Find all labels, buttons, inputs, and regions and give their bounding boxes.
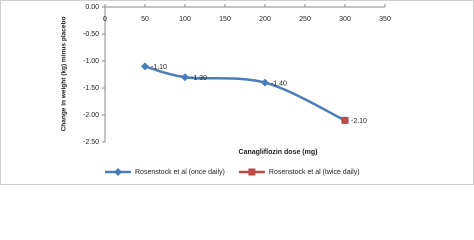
y-tick-label: -1.50 [83,85,99,92]
legend-marker [248,168,256,176]
point [261,78,269,87]
y-tick-label: 0.00 [85,4,99,11]
y-axis-title: Change in weight (kg) minus placebo [61,17,68,132]
y-tick-label: -0.50 [83,31,99,38]
data-label: -1.30 [191,75,207,82]
data-label: -1.40 [271,80,287,87]
point [341,116,349,124]
point [141,62,149,71]
x-tick-label: 100 [179,16,191,23]
x-tick-label: 350 [379,16,391,23]
legend-label: Rosenstock et al (once daily) [135,169,225,176]
x-tick-label: 300 [339,16,351,23]
x-tick-label: 0 [103,16,107,23]
y-tick-label: -1.00 [83,58,99,65]
chart: Change in weight (kg) minus placebo Cana… [0,0,474,185]
legend-label: Rosenstock et al (twice daily) [269,169,360,176]
chart-frame [0,0,474,185]
x-axis-title: Canagliflozin dose (mg) [239,149,318,156]
y-tick-label: -2.50 [83,139,99,146]
legend-marker [114,168,122,176]
point [181,73,189,82]
x-tick-label: 250 [299,16,311,23]
x-tick-label: 50 [141,16,149,23]
series-line [144,65,346,122]
x-tick-label: 200 [259,16,271,23]
x-tick-label: 150 [219,16,231,23]
y-tick-label: -2.00 [83,112,99,119]
data-label: -2.10 [351,118,367,125]
data-label: -1.10 [151,64,167,71]
